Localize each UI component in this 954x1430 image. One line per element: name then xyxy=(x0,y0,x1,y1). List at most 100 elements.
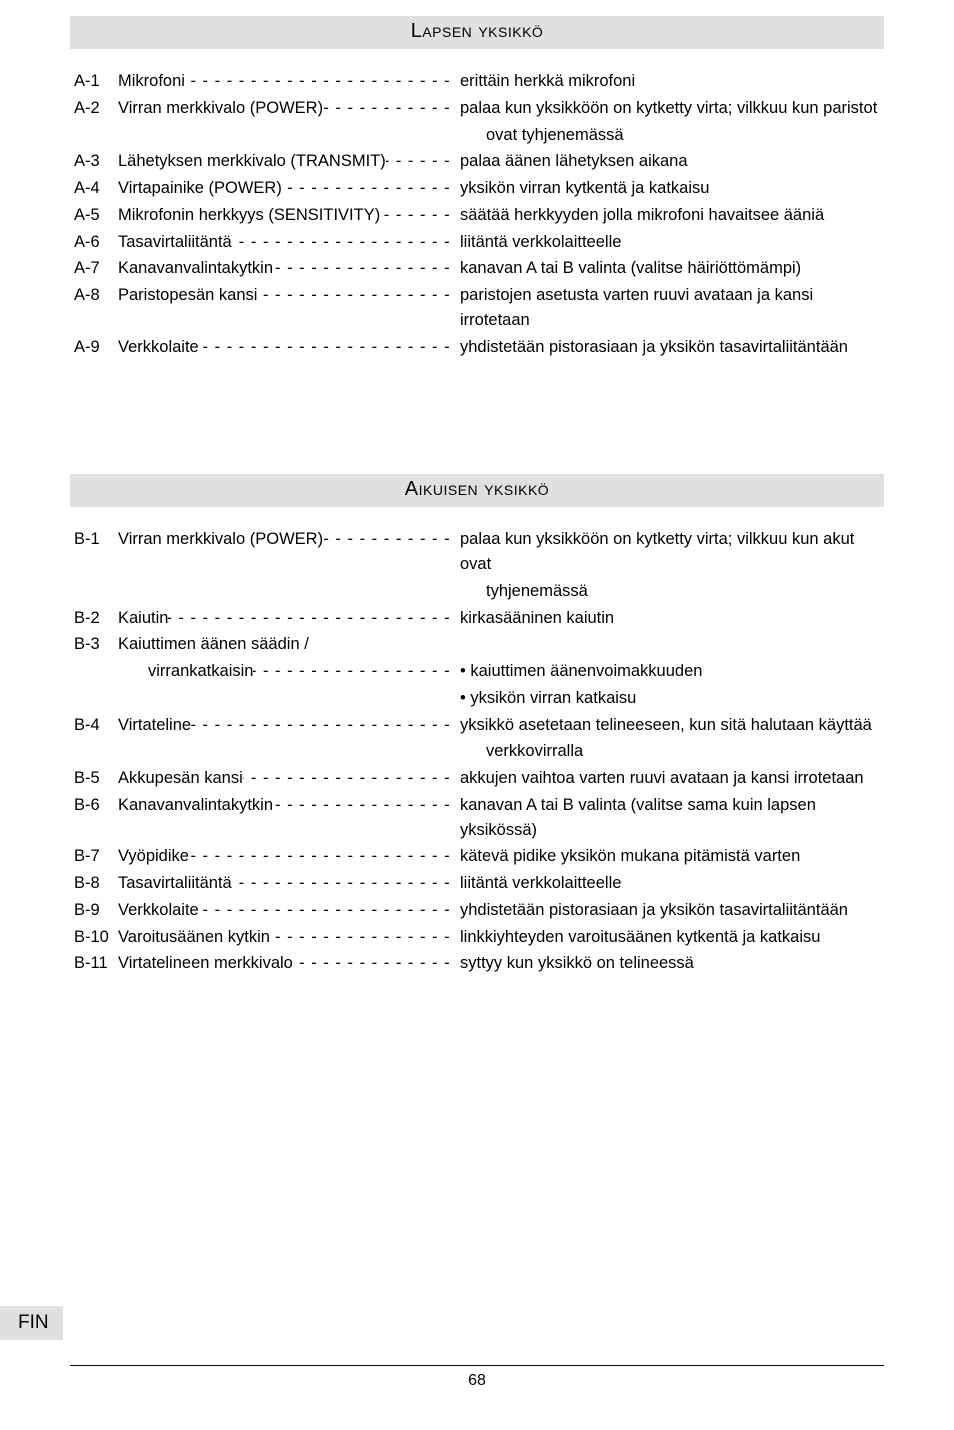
table-row: verkkovirralla xyxy=(70,739,884,764)
row-description: palaa kun yksikköön on kytketty virta; v… xyxy=(456,527,884,577)
row-label: - - - - - - - - - - - - - - - - - - - - … xyxy=(118,96,456,121)
table-row: A-9- - - - - - - - - - - - - - - - - - -… xyxy=(70,335,884,360)
section-heading-2: Aikuisen yksikkö xyxy=(70,474,884,507)
row-description: liitäntä verkkolaitteelle xyxy=(456,871,884,896)
row-label: - - - - - - - - - - - - - - - - - - - - … xyxy=(118,871,456,896)
row-label: - - - - - - - - - - - - - - - - - - - - … xyxy=(118,69,456,94)
row-label: - - - - - - - - - - - - - - - - - - - - … xyxy=(118,844,456,869)
table-row: B-10- - - - - - - - - - - - - - - - - - … xyxy=(70,925,884,950)
table-row: B-3Kaiuttimen äänen säädin / xyxy=(70,632,884,657)
table-row: A-7- - - - - - - - - - - - - - - - - - -… xyxy=(70,256,884,281)
row-description: paristojen asetusta varten ruuvi avataan… xyxy=(456,283,884,333)
row-description: syttyy kun yksikkö on telineessä xyxy=(456,951,884,976)
row-tag: A-4 xyxy=(70,176,118,201)
table-row: B-11- - - - - - - - - - - - - - - - - - … xyxy=(70,951,884,976)
row-tag: A-7 xyxy=(70,256,118,281)
table-row: A-1- - - - - - - - - - - - - - - - - - -… xyxy=(70,69,884,94)
row-label-text: Kaiuttimen äänen säädin / xyxy=(118,635,309,653)
table-row: B-2- - - - - - - - - - - - - - - - - - -… xyxy=(70,606,884,631)
row-label: - - - - - - - - - - - - - - - - - - - - … xyxy=(118,149,456,174)
table-row: A-2- - - - - - - - - - - - - - - - - - -… xyxy=(70,96,884,121)
row-label-text: Kanavanvalintakytkin xyxy=(118,259,273,277)
row-tag: A-1 xyxy=(70,69,118,94)
row-tag: B-1 xyxy=(70,527,118,552)
row-description-cont: verkkovirralla xyxy=(456,739,884,764)
row-label: - - - - - - - - - - - - - - - - - - - - … xyxy=(118,230,456,255)
table-row: B-9- - - - - - - - - - - - - - - - - - -… xyxy=(70,898,884,923)
row-label-text: virrankatkaisin xyxy=(118,662,253,680)
row-description: kätevä pidike yksikön mukana pitämistä v… xyxy=(456,844,884,869)
row-tag: B-10 xyxy=(70,925,118,950)
row-label: - - - - - - - - - - - - - - - - - - - - … xyxy=(118,606,456,631)
table-row: A-5- - - - - - - - - - - - - - - - - - -… xyxy=(70,203,884,228)
row-label: - - - - - - - - - - - - - - - - - - - - … xyxy=(118,793,456,818)
row-description: palaa kun yksikköön on kytketty virta; v… xyxy=(456,96,884,121)
row-label: - - - - - - - - - - - - - - - - - - - - … xyxy=(118,527,456,552)
row-label: Kaiuttimen äänen säädin / xyxy=(118,632,456,657)
row-description: • yksikön virran katkaisu xyxy=(456,686,884,711)
row-label: - - - - - - - - - - - - - - - - - - - - … xyxy=(118,925,456,950)
row-tag: A-9 xyxy=(70,335,118,360)
row-label-text: Lähetyksen merkkivalo (TRANSMIT) xyxy=(118,152,386,170)
row-tag: B-8 xyxy=(70,871,118,896)
row-description: liitäntä verkkolaitteelle xyxy=(456,230,884,255)
row-description: kirkasääninen kaiutin xyxy=(456,606,884,631)
row-tag: B-5 xyxy=(70,766,118,791)
section-1-rows: A-1- - - - - - - - - - - - - - - - - - -… xyxy=(70,69,884,359)
row-tag: B-9 xyxy=(70,898,118,923)
language-tag: FIN xyxy=(0,1306,63,1340)
row-description-cont: ovat tyhjenemässä xyxy=(456,123,884,148)
row-tag: B-3 xyxy=(70,632,118,657)
page-number: 68 xyxy=(468,1372,486,1389)
row-description: palaa äänen lähetyksen aikana xyxy=(456,149,884,174)
row-label: - - - - - - - - - - - - - - - - - - - - … xyxy=(118,203,456,228)
row-label-text: Virtapainike (POWER) xyxy=(118,179,282,197)
table-row: B-1- - - - - - - - - - - - - - - - - - -… xyxy=(70,527,884,577)
row-label-text: Mikrofoni xyxy=(118,72,185,90)
row-description: säätää herkkyyden jolla mikrofoni havait… xyxy=(456,203,884,228)
row-label-text: Kaiutin xyxy=(118,609,168,627)
row-label: - - - - - - - - - - - - - - - - - - - - … xyxy=(118,176,456,201)
row-tag: A-3 xyxy=(70,149,118,174)
table-row: B-5- - - - - - - - - - - - - - - - - - -… xyxy=(70,766,884,791)
row-description: kanavan A tai B valinta (valitse sama ku… xyxy=(456,793,884,843)
table-row: A-8- - - - - - - - - - - - - - - - - - -… xyxy=(70,283,884,333)
row-label-text: Paristopesän kansi xyxy=(118,286,257,304)
row-label-text: Vyöpidike xyxy=(118,847,189,865)
table-row: A-4- - - - - - - - - - - - - - - - - - -… xyxy=(70,176,884,201)
table-row: • yksikön virran katkaisu xyxy=(70,686,884,711)
table-row: B-4- - - - - - - - - - - - - - - - - - -… xyxy=(70,713,884,738)
row-label: - - - - - - - - - - - - - - - - - - - - … xyxy=(118,713,456,738)
section-2-rows: B-1- - - - - - - - - - - - - - - - - - -… xyxy=(70,527,884,976)
row-description: yhdistetään pistorasiaan ja yksikön tasa… xyxy=(456,898,884,923)
row-label-text: Varoitusäänen kytkin xyxy=(118,928,270,946)
row-description-cont: tyhjenemässä xyxy=(456,579,884,604)
row-tag: B-11 xyxy=(70,951,118,976)
footer: 68 xyxy=(70,1365,884,1390)
row-tag: B-6 xyxy=(70,793,118,818)
table-row: B-7- - - - - - - - - - - - - - - - - - -… xyxy=(70,844,884,869)
table-row: B-6- - - - - - - - - - - - - - - - - - -… xyxy=(70,793,884,843)
row-label: - - - - - - - - - - - - - - - - - - - - … xyxy=(118,766,456,791)
row-label: - - - - - - - - - - - - - - - - - - - - … xyxy=(118,659,456,684)
row-label-text: Verkkolaite xyxy=(118,338,199,356)
row-label-text: Kanavanvalintakytkin xyxy=(118,796,273,814)
row-description: erittäin herkkä mikrofoni xyxy=(456,69,884,94)
table-row: A-6- - - - - - - - - - - - - - - - - - -… xyxy=(70,230,884,255)
row-description: yksikkö asetetaan telineeseen, kun sitä … xyxy=(456,713,884,738)
row-tag: B-4 xyxy=(70,713,118,738)
row-label-text: Verkkolaite xyxy=(118,901,199,919)
row-label-text: Virran merkkivalo (POWER) xyxy=(118,99,323,117)
row-description: yhdistetään pistorasiaan ja yksikön tasa… xyxy=(456,335,884,360)
row-description: akkujen vaihtoa varten ruuvi avataan ja … xyxy=(456,766,884,791)
row-tag: B-7 xyxy=(70,844,118,869)
row-description: kanavan A tai B valinta (valitse häiriöt… xyxy=(456,256,884,281)
row-tag: B-2 xyxy=(70,606,118,631)
row-description: yksikön virran kytkentä ja katkaisu xyxy=(456,176,884,201)
row-tag: A-6 xyxy=(70,230,118,255)
row-label-text: Tasavirtaliitäntä xyxy=(118,233,232,251)
page: Lapsen yksikkö A-1- - - - - - - - - - - … xyxy=(0,0,954,976)
table-row: tyhjenemässä xyxy=(70,579,884,604)
row-label-text: Tasavirtaliitäntä xyxy=(118,874,232,892)
row-description: linkkiyhteyden varoitusäänen kytkentä ja… xyxy=(456,925,884,950)
